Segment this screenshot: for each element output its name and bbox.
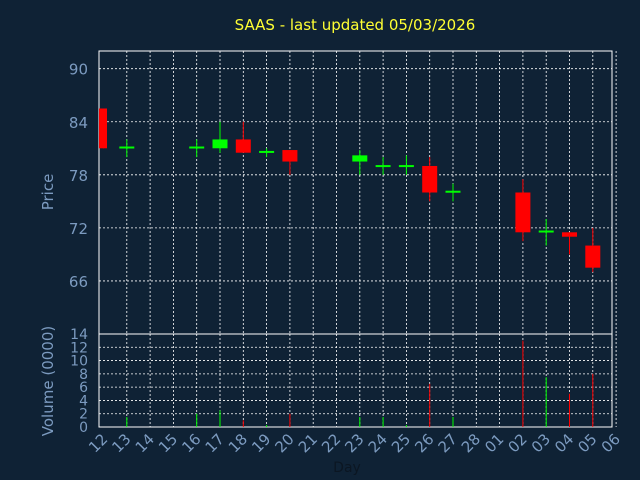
- candle: [398, 155, 414, 175]
- candle: [259, 148, 275, 158]
- x-ticks: 1213141516171819202122232425262728010203…: [85, 430, 624, 456]
- candle-body: [375, 165, 391, 168]
- volume-tick-label: 0: [79, 420, 88, 436]
- price-panel-frame: [98, 50, 613, 335]
- price-y-ticks: 66 72 78 84 90: [69, 61, 88, 291]
- candles: [99, 108, 601, 273]
- candle: [538, 219, 554, 246]
- volume-tick-label: 6: [79, 380, 88, 396]
- candle: [212, 121, 228, 153]
- price-tick-label: 66: [69, 273, 88, 291]
- candle-body: [422, 165, 438, 193]
- volume-tick-label: 14: [70, 327, 88, 343]
- price-tick-label: 84: [69, 114, 88, 132]
- candle: [99, 108, 107, 149]
- volume-tick-label: 2: [79, 407, 88, 423]
- candle: [562, 232, 577, 255]
- candle-body: [585, 245, 601, 268]
- candle-body: [282, 150, 298, 162]
- volume-tick-label: 8: [79, 367, 88, 383]
- candle-body: [515, 192, 531, 233]
- candle: [189, 139, 205, 158]
- price-tick-label: 90: [69, 61, 88, 79]
- volume-bars: [126, 340, 594, 427]
- chart-title: SAAS - last updated 05/03/2026: [235, 16, 476, 34]
- candle: [585, 227, 601, 273]
- volume-grid: [99, 333, 617, 428]
- candle-body: [212, 139, 228, 149]
- candle: [375, 157, 391, 175]
- candle-body: [189, 146, 205, 149]
- candle-body: [99, 108, 107, 149]
- price-tick-label: 78: [69, 167, 88, 185]
- x-axis-label: Day: [333, 460, 361, 476]
- x-tick-label: 06: [598, 430, 624, 456]
- candle: [119, 139, 135, 158]
- volume-tick-label: 10: [70, 354, 88, 370]
- candle: [422, 157, 438, 202]
- volume-tick-label: 12: [70, 340, 88, 356]
- candle: [282, 150, 298, 175]
- candle-body: [119, 146, 135, 149]
- candle: [445, 183, 461, 202]
- candle: [352, 150, 368, 175]
- volume-panel-frame: [98, 333, 613, 428]
- candle: [515, 179, 531, 242]
- volume-tick-label: 4: [79, 393, 88, 409]
- price-tick-label: 72: [69, 220, 88, 238]
- candle-body: [235, 139, 251, 153]
- price-grid: [99, 51, 617, 334]
- candle-body: [538, 230, 554, 233]
- candle-body: [445, 190, 461, 193]
- candle: [235, 121, 251, 153]
- candle-body: [259, 150, 275, 153]
- candle-body: [398, 165, 414, 168]
- price-axis-label: Price: [39, 174, 57, 211]
- candle-body: [562, 232, 577, 237]
- candle-body: [352, 155, 368, 162]
- volume-axis-label: Volume (0000): [39, 326, 57, 436]
